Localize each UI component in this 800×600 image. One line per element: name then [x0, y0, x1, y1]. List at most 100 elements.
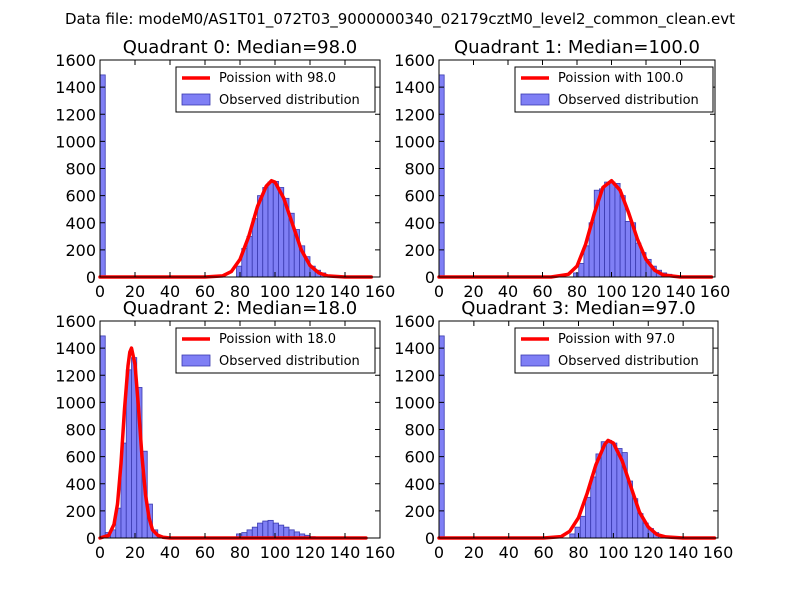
legend-bar-swatch: [520, 93, 550, 106]
y-tick-label: 200: [404, 502, 435, 521]
histogram-bar: [262, 187, 269, 278]
y-tick-label: 1000: [394, 132, 435, 151]
x-tick-label: 100: [260, 543, 291, 562]
y-tick-label: 1200: [394, 105, 435, 124]
histogram-bar: [438, 335, 445, 539]
y-tick-label: 600: [404, 448, 435, 467]
quadrant-1-bars: [438, 74, 673, 278]
x-tick-label: 60: [195, 282, 215, 301]
y-tick-label: 800: [65, 421, 96, 440]
x-tick-label: 60: [532, 282, 552, 301]
histogram-bar: [614, 183, 621, 278]
x-tick-label: 120: [295, 543, 326, 562]
histogram-bar: [99, 74, 106, 278]
y-tick-label: 1200: [55, 366, 96, 385]
y-tick-label: 800: [65, 160, 96, 179]
y-tick-label: 1600: [55, 312, 96, 331]
histogram-bar: [569, 533, 576, 539]
histogram-bar: [611, 442, 618, 539]
histogram-bar: [585, 496, 592, 539]
x-tick-label: 20: [464, 543, 484, 562]
x-tick-label: 100: [596, 282, 627, 301]
y-tick-label: 800: [404, 160, 435, 179]
y-tick-label: 600: [404, 187, 435, 206]
y-tick-label: 400: [404, 214, 435, 233]
histogram-bar: [609, 181, 616, 278]
histogram-bar: [278, 524, 285, 539]
x-tick-label: 20: [125, 282, 145, 301]
legend: Poission with 18.0 Observed distribution: [175, 327, 376, 374]
y-tick-label: 1000: [394, 393, 435, 412]
y-tick-label: 0: [86, 268, 96, 287]
x-tick-label: 80: [568, 543, 588, 562]
x-tick-label: 0: [95, 543, 105, 562]
y-tick-label: 400: [65, 475, 96, 494]
poisson-fit-line: [98, 346, 368, 540]
legend-bar-label: Observed distribution: [558, 93, 699, 108]
y-tick-label: 200: [404, 241, 435, 260]
x-tick-label: 100: [598, 543, 629, 562]
y-tick-label: 400: [65, 214, 96, 233]
legend-line-label: Poission with 100.0: [558, 71, 683, 86]
y-tick-label: 1200: [55, 105, 96, 124]
quadrant-2-panel: 0 20 40 60 80 100 120 140 1600200400600800100012…: [55, 298, 395, 562]
y-tick-label: 1000: [55, 132, 96, 151]
y-tick-label: 1600: [55, 51, 96, 70]
y-tick-label: 200: [65, 502, 96, 521]
legend-bar-swatch: [181, 93, 211, 106]
y-tick-label: 1400: [394, 78, 435, 97]
legend-bar-label: Observed distribution: [558, 354, 699, 369]
poisson-fit-line: [98, 178, 374, 279]
x-tick-label: 120: [631, 282, 662, 301]
poisson-fit-line: [437, 178, 714, 279]
y-tick-label: 1400: [394, 339, 435, 358]
x-tick-label: 0: [434, 282, 444, 301]
y-tick-label: 0: [425, 529, 435, 548]
histogram-bar: [257, 522, 264, 539]
histogram-bar: [600, 441, 607, 539]
histogram-bar: [262, 520, 269, 539]
x-tick-label: 120: [633, 543, 664, 562]
legend: Poission with 98.0 Observed distribution: [175, 66, 376, 113]
legend-line-label: Poission with 98.0: [219, 71, 336, 86]
quadrant-1-panel: 0 20 40 60 80 100 120 140 1600200400600800100012…: [394, 37, 730, 301]
legend-box: [175, 66, 376, 113]
quadrant-panels: 0 20 40 60 80 100 120 140 1600200400600800100012…: [55, 37, 733, 562]
x-tick-label: 100: [260, 282, 291, 301]
y-tick-label: 800: [404, 421, 435, 440]
poisson-fit-line: [437, 438, 717, 540]
x-tick-label: 120: [295, 282, 326, 301]
x-tick-label: 160: [365, 282, 396, 301]
y-tick-label: 1000: [55, 393, 96, 412]
y-tick-label: 1200: [394, 366, 435, 385]
quadrant-title: Quadrant 2: Median=18.0: [123, 298, 358, 319]
y-tick-label: 0: [425, 268, 435, 287]
histogram-bar: [578, 263, 585, 278]
x-tick-label: 80: [567, 282, 587, 301]
y-tick-label: 1600: [394, 312, 435, 331]
y-tick-label: 400: [404, 475, 435, 494]
quadrant-title: Quadrant 3: Median=97.0: [461, 298, 696, 319]
y-tick-label: 0: [86, 529, 96, 548]
x-tick-label: 0: [95, 282, 105, 301]
legend-line-label: Poission with 97.0: [558, 332, 675, 347]
x-tick-label: 40: [498, 282, 518, 301]
legend-bar-label: Observed distribution: [219, 354, 360, 369]
legend-bar-swatch: [520, 354, 550, 367]
histogram-bar: [619, 195, 626, 278]
quadrant-0-panel: 0 20 40 60 80 100 120 140 1600200400600800100012…: [55, 37, 395, 301]
y-tick-label: 600: [65, 187, 96, 206]
histogram-bar: [272, 522, 279, 539]
histogram-bar: [579, 515, 586, 539]
histogram-bar: [573, 272, 580, 278]
histogram-bar: [267, 519, 274, 539]
histogram-bar: [606, 439, 613, 539]
quadrant-title: Quadrant 1: Median=100.0: [454, 37, 700, 58]
histogram-bar: [272, 180, 279, 278]
x-tick-label: 140: [330, 282, 361, 301]
x-tick-label: 40: [499, 543, 519, 562]
x-tick-label: 60: [533, 543, 553, 562]
x-tick-label: 140: [330, 543, 361, 562]
y-tick-label: 1600: [394, 51, 435, 70]
